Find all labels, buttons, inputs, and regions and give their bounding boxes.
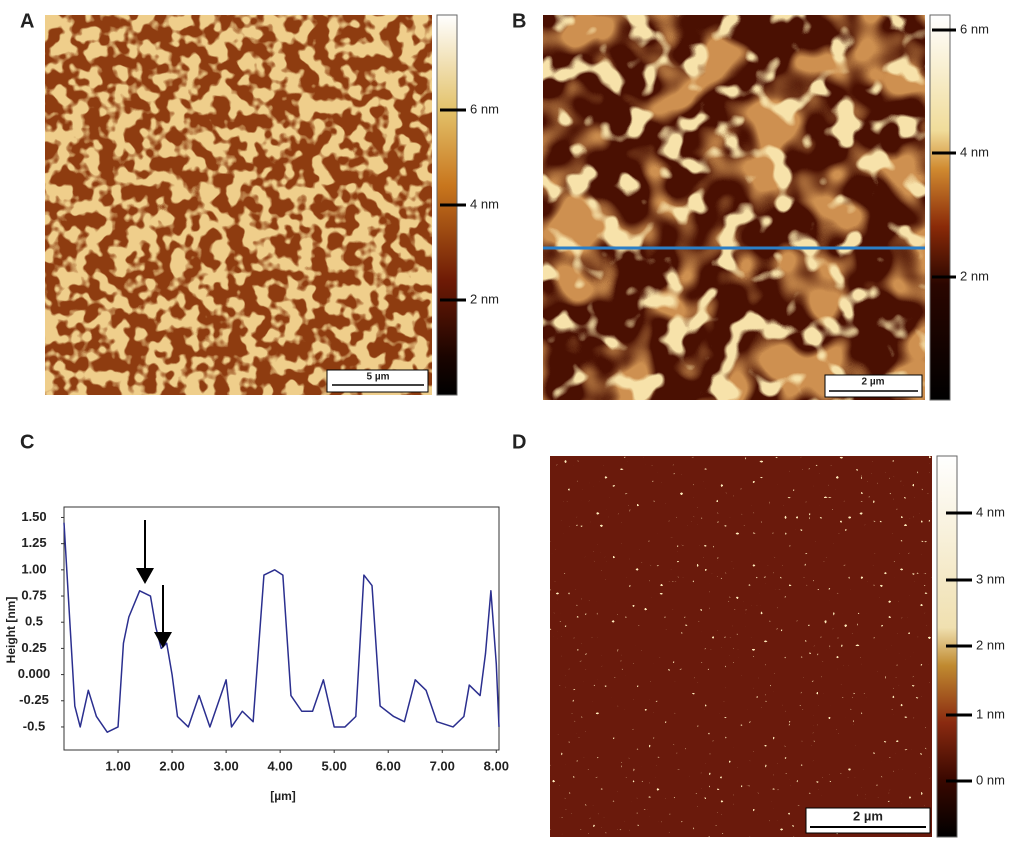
colorbar-tick-label: 3 nm [976, 571, 1005, 586]
y-tick-label: -0.25 [19, 692, 49, 707]
scale-bar-label: 2 µm [853, 808, 883, 823]
colorbar-tick-label: 1 nm [976, 706, 1005, 721]
x-tick-label: 5.00 [322, 758, 347, 773]
y-axis-label: Height [nm] [4, 597, 18, 664]
y-tick-label: 1.00 [21, 561, 46, 576]
colorbar-ticks: 4 nm 3 nm 2 nm 1 nm 0 nm [946, 504, 1005, 787]
x-tick-label: 7.00 [430, 758, 455, 773]
colorbar-tick-label: 6 nm [470, 101, 499, 116]
scale-bar-label: 2 µm [862, 377, 885, 388]
colorbar-ticks: 6 nm 4 nm 2 nm [440, 101, 499, 306]
arrows [136, 520, 172, 648]
afm-image-b: 2 µm [543, 15, 925, 400]
plot-frame [63, 506, 500, 751]
colorbar-tick-label: 4 nm [470, 196, 499, 211]
x-tick-label: 4.00 [267, 758, 292, 773]
colorbar-tick-label: 0 nm [976, 772, 1005, 787]
afm-image-d: 2 µm [550, 456, 932, 837]
y-tick-label: -0.5 [23, 718, 45, 733]
profile-plot: 1.50 1.25 1.00 0.75 0.5 0.25 0.000 -0.25 -0.5 1.0… [18, 509, 509, 774]
afm-image-a: 5 µm [45, 15, 432, 395]
colorbar-tick-label: 2 nm [976, 637, 1005, 652]
scale-bar-label: 5 µm [367, 372, 390, 383]
y-tick-label: 0.5 [25, 614, 43, 629]
x-tick-label: 2.00 [159, 758, 184, 773]
x-tick-label: 3.00 [213, 758, 238, 773]
y-tick-label: 0.25 [21, 640, 46, 655]
panel-label: B [512, 10, 526, 32]
x-axis-label: [µm] [270, 789, 296, 803]
y-tick-label: 1.50 [21, 509, 46, 524]
x-tick-label: 8.00 [484, 758, 509, 773]
colorbar-tick-label: 6 nm [960, 21, 989, 36]
panel-label: D [512, 431, 526, 453]
y-tick-label: 0.75 [21, 587, 46, 602]
colorbar-tick-label: 4 nm [960, 144, 989, 159]
colorbar-ticks: 6 nm 4 nm 2 nm [932, 21, 989, 283]
y-tick-label: 0.000 [18, 666, 51, 681]
panel-label: A [20, 10, 34, 32]
panel-label: C [20, 431, 34, 453]
profile-line [63, 522, 500, 733]
y-tick-label: 1.25 [21, 535, 46, 550]
colorbar [929, 14, 951, 401]
x-tick-label: 6.00 [376, 758, 401, 773]
x-tick-label: 1.00 [105, 758, 130, 773]
colorbar-tick-label: 2 nm [960, 268, 989, 283]
colorbar-tick-label: 4 nm [976, 504, 1005, 519]
colorbar-tick-label: 2 nm [470, 291, 499, 306]
